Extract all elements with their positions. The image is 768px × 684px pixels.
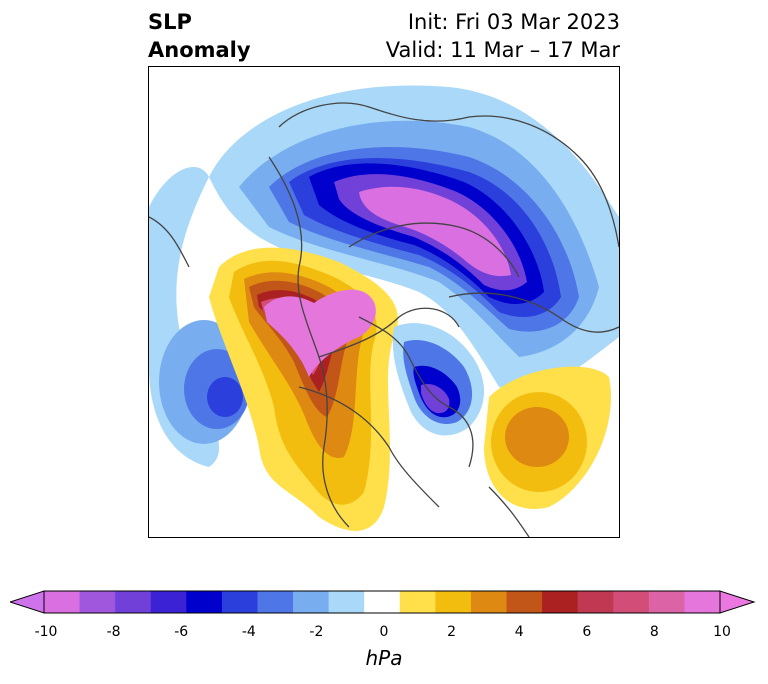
colorbar-tick-label: -4 <box>241 624 256 640</box>
title-line-2: Anomaly <box>148 38 251 62</box>
colorbar-tick-label: 2 <box>447 624 457 640</box>
colorbar-cell <box>150 591 187 613</box>
colorbar-cell <box>613 591 650 613</box>
colorbar-tick-label: 6 <box>582 624 592 640</box>
colorbar-cell <box>44 591 81 613</box>
colorbar-cell <box>435 591 472 613</box>
colorbar-cell <box>364 591 401 613</box>
canada-low-anomaly <box>392 323 484 436</box>
colorbar-cell <box>684 591 721 613</box>
colorbar-tick-label: -2 <box>309 624 324 640</box>
slp-anomaly-map <box>148 66 620 538</box>
colorbar-cell <box>257 591 294 613</box>
colorbar-cell <box>186 591 223 613</box>
colorbar-cell <box>506 591 543 613</box>
colorbar-cell <box>115 591 152 613</box>
colorbar-over-arrow <box>719 590 756 614</box>
colorbar-cell <box>293 591 330 613</box>
atlantic-high-anomaly <box>484 366 611 509</box>
colorbar-under-arrow <box>10 590 45 614</box>
colorbar-cell <box>399 591 436 613</box>
map-title: SLP Anomaly <box>148 8 251 64</box>
colorbar-cell <box>79 591 116 613</box>
colorbar-tick-label: 0 <box>379 624 389 640</box>
colorbar-tick-label: -10 <box>34 624 58 640</box>
colorbar-cell <box>221 591 258 613</box>
colorbar-tick-label: 10 <box>713 624 731 640</box>
coastlines <box>149 102 619 537</box>
colorbar-ticks: -10 -8 -6 -4 -2 0 2 4 6 8 10 <box>0 624 768 644</box>
colorbar-tick-label: -8 <box>106 624 121 640</box>
pacific-low-anomaly <box>149 167 250 467</box>
map-canvas <box>149 85 619 537</box>
init-valid-dates: Init: Fri 03 Mar 2023 Valid: 11 Mar – 17… <box>386 8 620 64</box>
colorbar-tick-label: -6 <box>174 624 189 640</box>
colorbar-unit-label: hPa <box>365 646 403 670</box>
colorbar-cell <box>648 591 685 613</box>
north-america-high-anomaly <box>209 247 398 531</box>
colorbar-tick-label: 8 <box>649 624 659 640</box>
colorbar-cell <box>470 591 508 613</box>
colorbar <box>10 590 756 614</box>
valid-range: Valid: 11 Mar – 17 Mar <box>385 38 620 62</box>
title-line-1: SLP <box>148 10 192 34</box>
init-date: Init: Fri 03 Mar 2023 <box>407 10 620 34</box>
polar-low-anomaly <box>209 85 619 389</box>
colorbar-tick-label: 4 <box>514 624 524 640</box>
colorbar-cell <box>577 591 614 613</box>
colorbar-cell <box>542 591 579 613</box>
colorbar-cell <box>328 591 365 613</box>
